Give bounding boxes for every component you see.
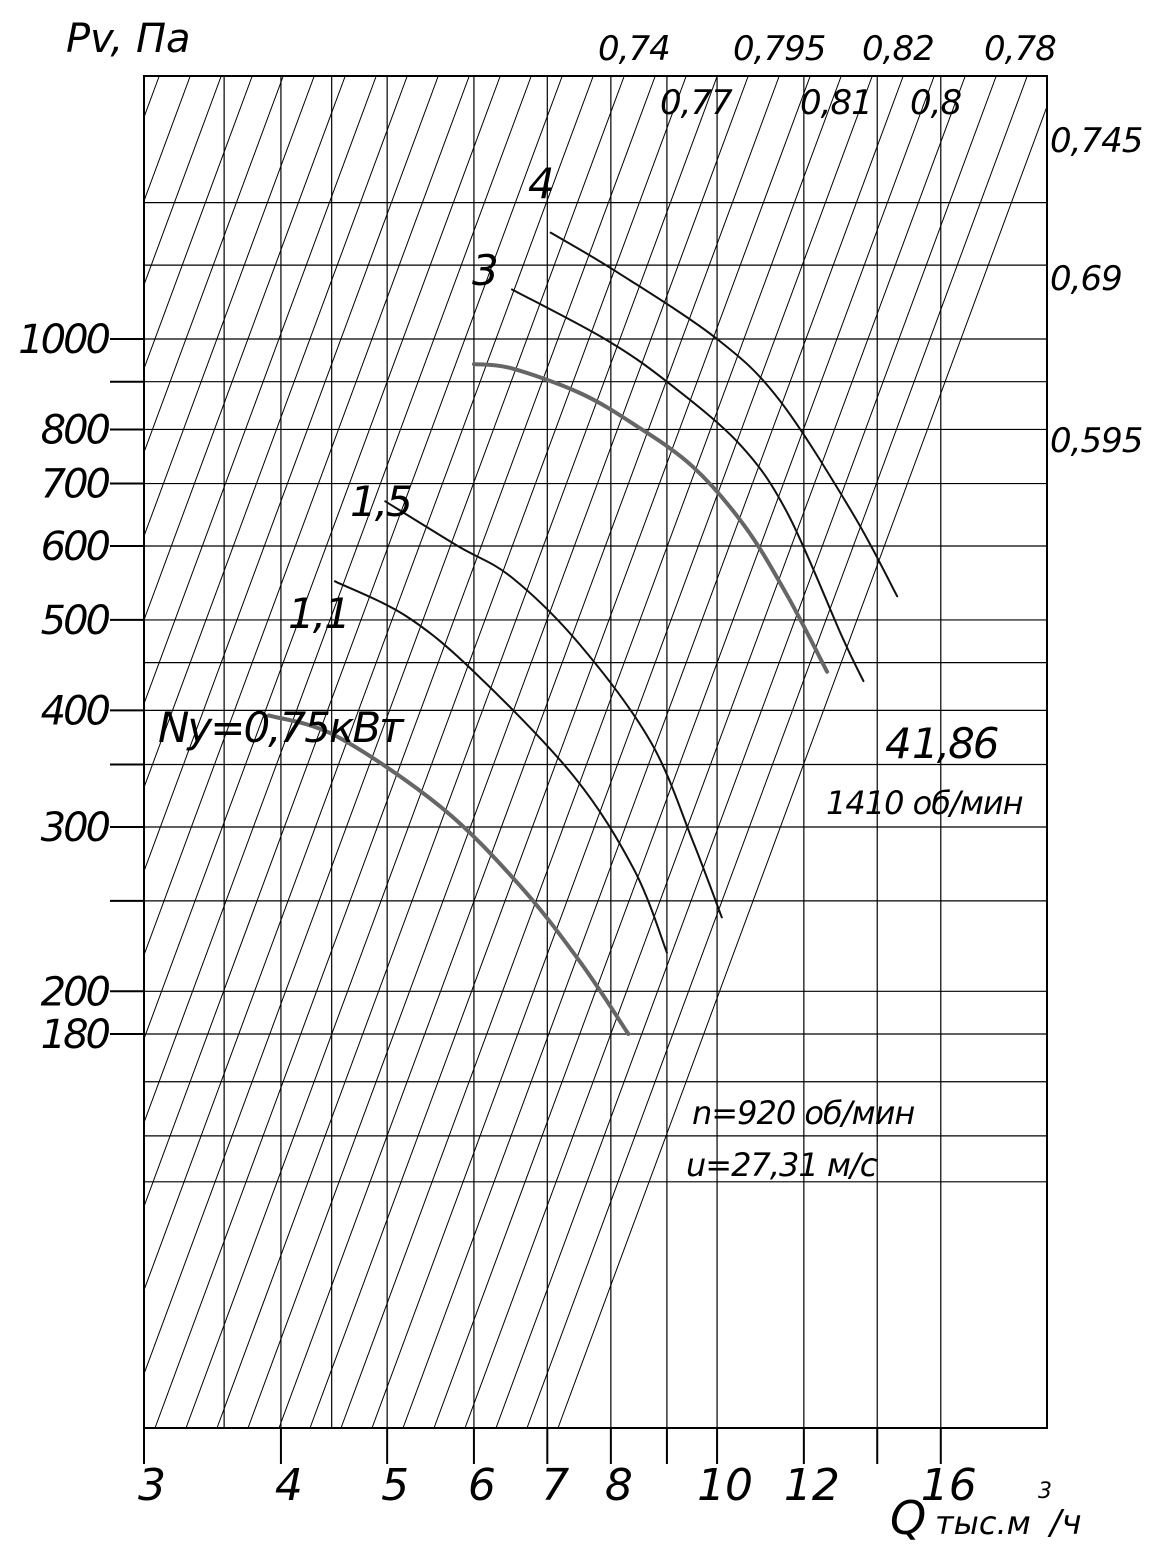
pressure-curve-3 <box>384 500 723 919</box>
x-tick-label: 16 <box>921 1460 977 1511</box>
x-tick-label: 8 <box>605 1460 633 1511</box>
efficiency-diagonal <box>0 76 97 1428</box>
x-axis-title-unit: тыс.м <box>935 1504 1031 1542</box>
efficiency-diagonal <box>309 76 811 1428</box>
efficiency-diagonal <box>402 76 904 1428</box>
efficiency-diagonal <box>0 76 35 1428</box>
efficiency-label: 0,69 <box>1050 259 1122 299</box>
efficiency-label: 0,82 <box>862 29 934 69</box>
efficiency-diagonal <box>278 76 780 1428</box>
curve-label-1-5: 1,5 <box>350 477 411 526</box>
tip-speed-note: u=27,31 м/с <box>686 1146 878 1184</box>
curve-label-0-75: Ny=0,75кВт <box>158 703 405 752</box>
efficiency-diagonal <box>247 76 749 1428</box>
efficiency-diagonal <box>464 76 966 1428</box>
efficiency-diagonal <box>144 76 470 957</box>
x-tick-label: 4 <box>275 1460 303 1511</box>
efficiency-diagonal <box>144 76 160 119</box>
efficiency-diagonal <box>185 76 687 1428</box>
x-axis-title-sup: 3 <box>1038 1479 1052 1504</box>
curve-label-1-86: 1,86 <box>912 719 998 768</box>
efficiency-diagonal <box>144 76 346 622</box>
pressure-curve-0 <box>549 231 899 598</box>
efficiency-diagonal <box>216 76 718 1428</box>
y-tick-label: 300 <box>41 805 110 851</box>
efficiency-diagonal <box>340 76 842 1428</box>
y-tick-label: 600 <box>41 524 110 570</box>
efficiency-diagonal <box>0 76 128 1428</box>
x-tick-label: 12 <box>784 1460 840 1511</box>
y-tick-label: 700 <box>41 462 110 508</box>
y-axis-title: Pv, Па <box>66 16 191 62</box>
y-tick-label: 500 <box>41 598 110 644</box>
y-tick-label: 180 <box>41 1012 110 1058</box>
horizontal-grid-lines <box>144 202 1047 1183</box>
efficiency-diagonal <box>144 76 563 1208</box>
efficiency-label: 0,795 <box>733 29 825 69</box>
efficiency-diagonal <box>144 76 253 370</box>
x-tick-label: 10 <box>697 1460 753 1511</box>
efficiency-diagonal <box>495 76 997 1428</box>
x-tick-label: 3 <box>138 1460 166 1511</box>
efficiency-diagonal <box>144 76 501 1041</box>
efficiency-diagonal <box>154 76 656 1428</box>
efficiency-diagonal <box>144 76 594 1292</box>
x-tick-label: 6 <box>468 1460 496 1511</box>
speed-note-920: n=920 об/мин <box>692 1094 914 1132</box>
efficiency-label: 0,595 <box>1050 421 1142 461</box>
efficiency-diagonal <box>144 76 439 873</box>
pressure-curve-5 <box>266 713 631 1036</box>
pressure-curves <box>266 231 899 1036</box>
efficiency-label: 0,78 <box>984 29 1056 69</box>
y-tick-label: 1000 <box>18 317 109 363</box>
x-axis-title-q: Q <box>890 1491 926 1545</box>
efficiency-label: 0,77 <box>660 83 733 123</box>
plot-frame <box>143 75 1048 1429</box>
x-tick-label: 5 <box>381 1460 409 1511</box>
efficiency-diagonal <box>144 76 315 538</box>
y-tick-label: 200 <box>41 969 110 1015</box>
efficiency-label: 0,745 <box>1050 121 1142 161</box>
efficiency-label: 0,74 <box>598 29 670 69</box>
curve-label-4-end: 4 <box>885 719 910 768</box>
speed-note-1410: 1410 об/мин <box>826 784 1023 822</box>
efficiency-diagonal <box>144 76 284 454</box>
x-axis-title-tail: /ч <box>1047 1503 1082 1543</box>
chart-labels: 0,74 0,770,795 0,81 0,82 0,8 0,78 0,745 0,69 0,5… <box>598 29 1143 461</box>
y-tick-label: 800 <box>41 407 110 453</box>
efficiency-label: 0,8 <box>910 83 961 123</box>
efficiency-diagonal <box>144 76 377 706</box>
efficiency-diagonal <box>371 76 873 1428</box>
efficiency-diagonal <box>144 76 625 1376</box>
curve-label-3: 3 <box>472 246 497 295</box>
pressure-curve-1 <box>511 288 865 683</box>
pressure-curve-4 <box>333 580 668 954</box>
efficiency-label: 0,81 <box>800 83 872 123</box>
y-tick-label: 400 <box>41 688 110 734</box>
efficiency-diagonal <box>144 76 408 789</box>
efficiency-diagonal <box>0 76 66 1428</box>
efficiency-diagonal <box>557 104 1047 1428</box>
efficiency-diagonal <box>433 76 935 1428</box>
curve-label-4: 4 <box>528 159 553 208</box>
vertical-grid-lines <box>223 76 942 1428</box>
x-tick-label: 7 <box>541 1460 569 1511</box>
pressure-curve-2 <box>471 362 830 674</box>
curve-label-1-1: 1,1 <box>288 589 349 638</box>
efficiency-diagonal <box>0 76 4 1428</box>
efficiency-diagonal <box>144 76 191 203</box>
